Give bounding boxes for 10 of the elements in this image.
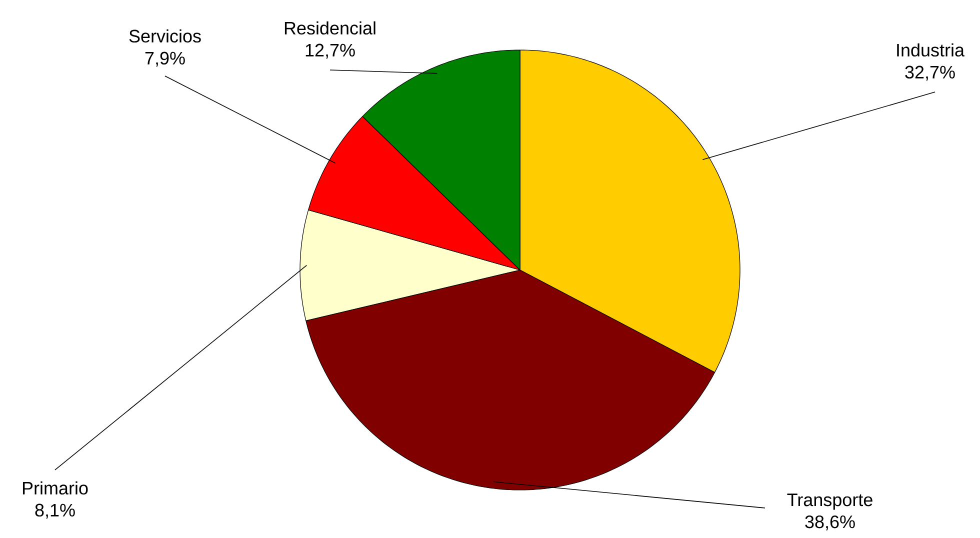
slice-label: Servicios bbox=[129, 29, 201, 43]
slice-label: Residencial bbox=[284, 21, 376, 35]
slice-label: Primario bbox=[22, 481, 88, 495]
data-label: 12,7% bbox=[306, 44, 355, 59]
data-label: 32,7% bbox=[905, 66, 955, 81]
data-label: 7,9% bbox=[145, 52, 185, 67]
data-label: 38,6% bbox=[805, 515, 855, 530]
data-label: 8,1% bbox=[35, 504, 75, 519]
slice-label: Industria bbox=[897, 43, 965, 57]
slice-label: Transporte bbox=[787, 494, 872, 510]
